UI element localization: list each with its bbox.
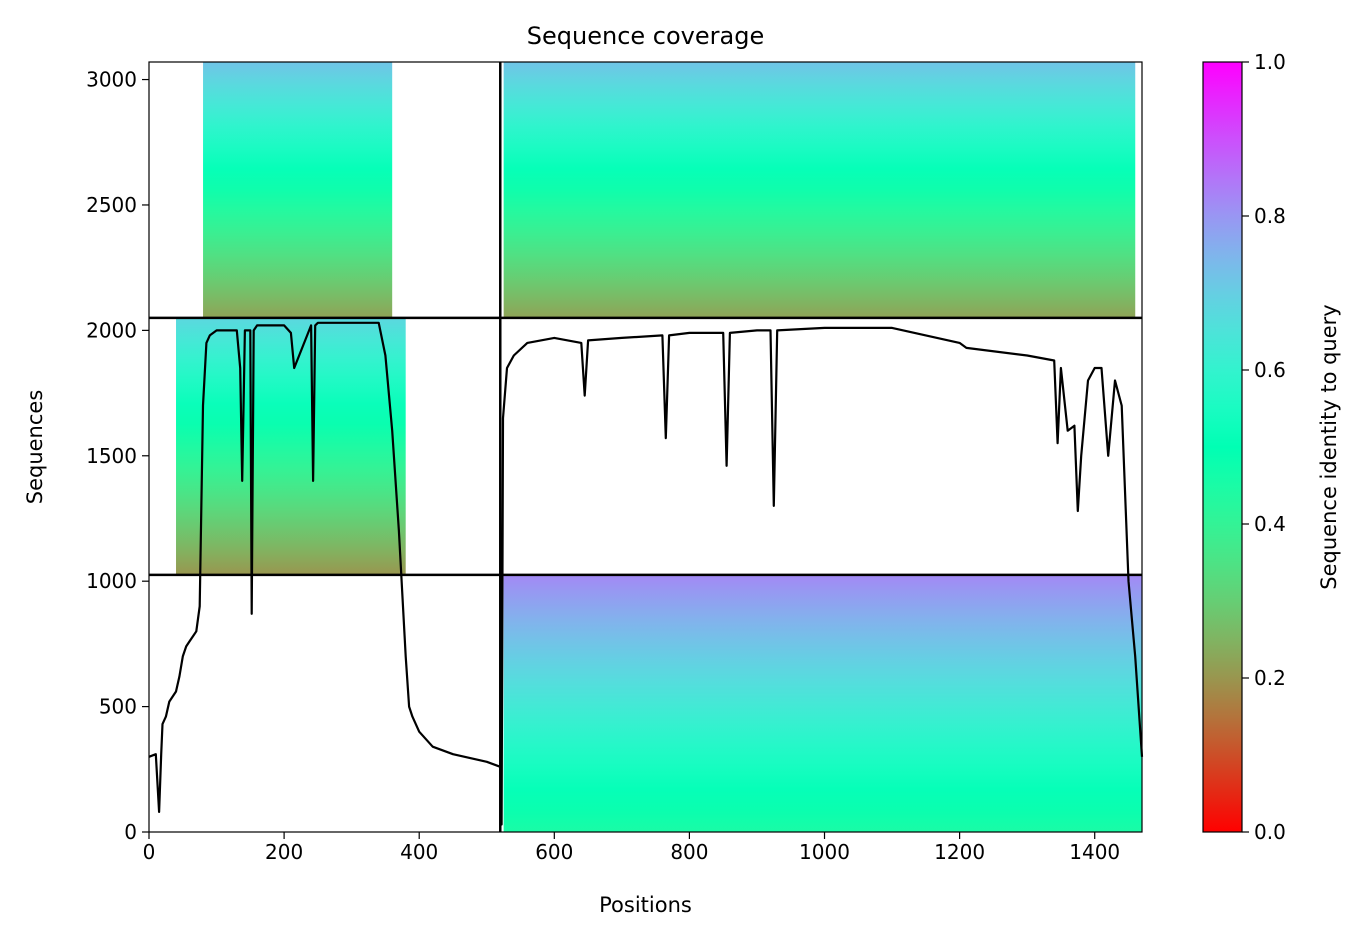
plot-frame (148, 61, 1143, 833)
coverage-block-chain2-paired-top (503, 62, 1136, 318)
x-tick-label: 1000 (799, 840, 850, 864)
chart-title: Sequence coverage (527, 22, 764, 50)
y-tick-label: 500 (99, 695, 137, 719)
coverage-block-chain1-paired-top (203, 62, 393, 318)
x-tick-label: 1200 (934, 840, 985, 864)
colorbar-tick-label: 0.4 (1254, 512, 1286, 536)
y-tick-label: 1000 (86, 569, 137, 593)
y-axis: 0 500 1000 1500 2000 2500 3000 (86, 68, 149, 844)
coverage-block-chain1-unpaired (176, 317, 406, 575)
x-tick-label: 1400 (1069, 840, 1120, 864)
block-boundaries (149, 62, 1142, 832)
colorbar-tick-label: 0.2 (1254, 666, 1286, 690)
y-tick-label: 0 (124, 820, 137, 844)
coverage-blocks (176, 62, 1143, 832)
y-tick-label: 2500 (86, 193, 137, 217)
x-axis: 0 200 400 600 800 1000 1200 1400 (143, 832, 1120, 864)
coverage-block-chain2-unpaired (503, 574, 1143, 832)
x-tick-label: 600 (535, 840, 573, 864)
y-tick-label: 3000 (86, 68, 137, 92)
y-tick-label: 1500 (86, 444, 137, 468)
coverage-line (148, 321, 1144, 826)
colorbar-label: Sequence identity to query (1317, 304, 1341, 589)
x-axis-label: Positions (599, 893, 692, 917)
colorbar-gradient (1202, 61, 1243, 833)
y-axis-label: Sequences (23, 390, 47, 505)
colorbar-tick-label: 0.0 (1254, 820, 1286, 844)
y-tick-label: 2000 (86, 318, 137, 342)
x-tick-label: 800 (670, 840, 708, 864)
colorbar-tick-label: 1.0 (1254, 50, 1286, 74)
x-tick-label: 0 (143, 840, 156, 864)
colorbar-tick-label: 0.6 (1254, 358, 1286, 382)
x-tick-label: 200 (265, 840, 303, 864)
colorbar: 0.0 0.2 0.4 0.6 0.8 1.0 (1202, 50, 1286, 844)
colorbar-tick-label: 0.8 (1254, 204, 1286, 228)
x-tick-label: 400 (400, 840, 438, 864)
